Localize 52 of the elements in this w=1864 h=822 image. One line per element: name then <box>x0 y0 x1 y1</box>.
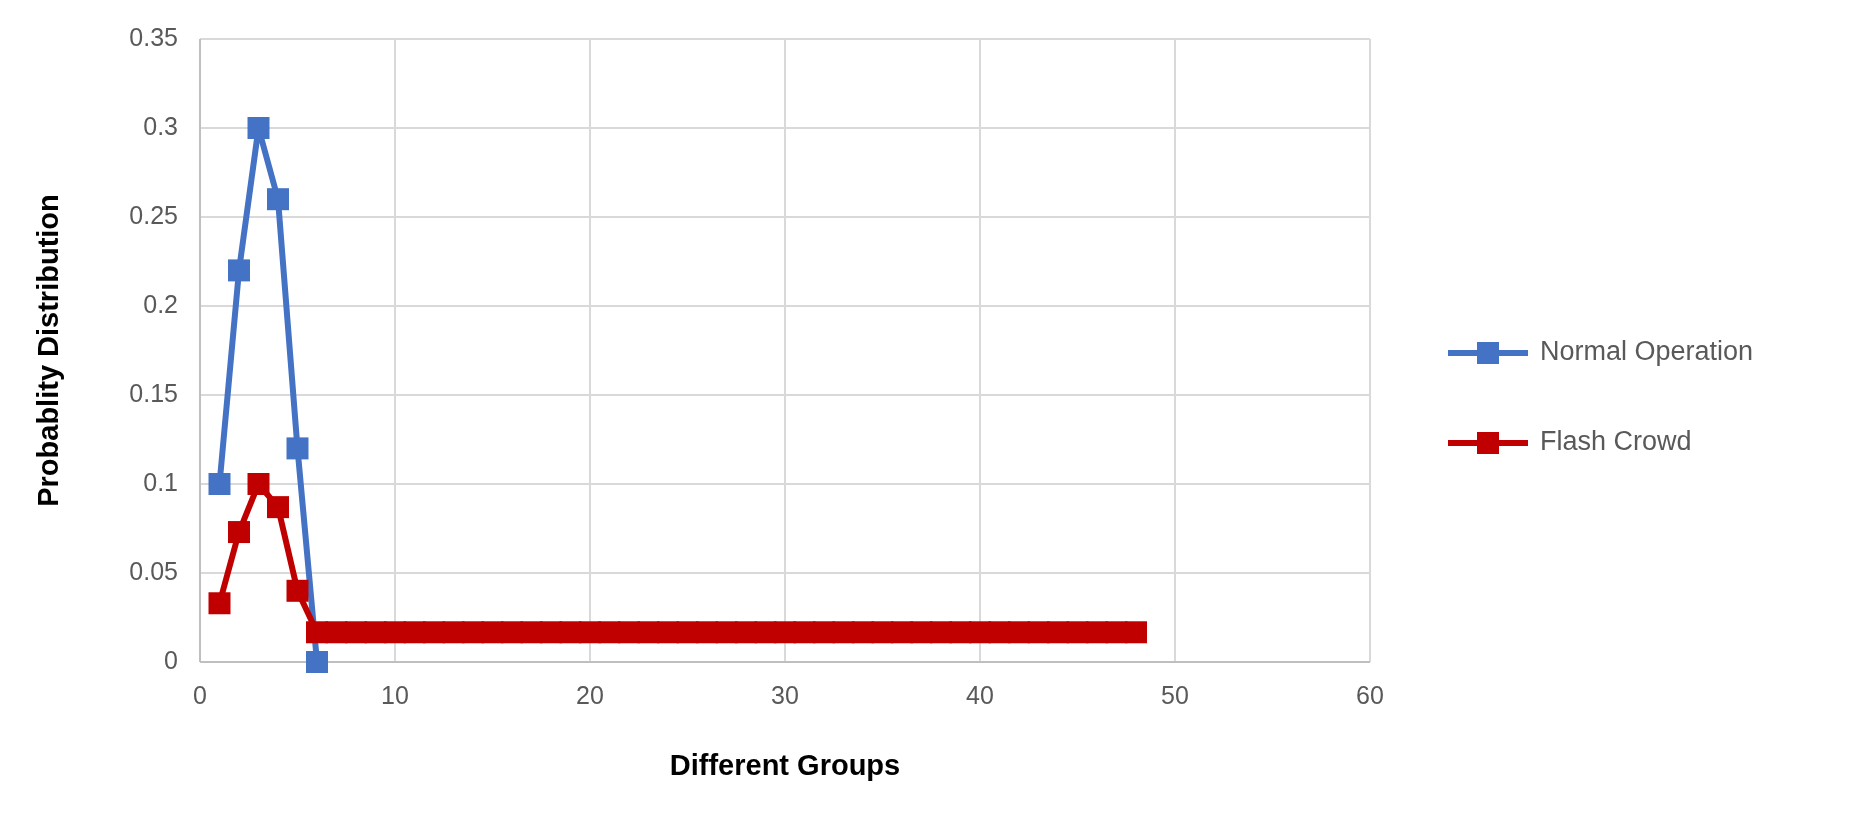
point <box>696 621 718 644</box>
point <box>306 651 328 673</box>
point <box>208 473 231 495</box>
point <box>774 621 796 644</box>
point <box>267 496 289 519</box>
point <box>618 621 640 644</box>
point <box>891 621 913 644</box>
point <box>1125 621 1147 644</box>
point <box>930 621 952 644</box>
y-tick-label: 0.3 <box>143 111 178 140</box>
point <box>228 521 250 544</box>
point <box>247 473 270 495</box>
point <box>1086 621 1108 644</box>
y-axis-title: Probablity Distribution <box>32 194 64 507</box>
point <box>1008 621 1030 644</box>
point <box>969 621 991 644</box>
point <box>657 621 679 644</box>
y-tick-label: 0 <box>164 645 178 674</box>
y-tick-label: 0.2 <box>143 289 178 318</box>
point <box>345 621 367 644</box>
point <box>286 579 309 602</box>
x-axis-title: Different Groups <box>669 749 901 781</box>
x-tick-label: 10 <box>381 681 409 709</box>
point <box>462 621 484 644</box>
point <box>228 259 250 282</box>
y-tick-label: 0.25 <box>129 200 178 229</box>
x-tick-label: 0 <box>193 681 207 709</box>
point <box>501 621 523 644</box>
point <box>540 621 562 644</box>
point <box>813 621 835 644</box>
x-tick-label: 30 <box>771 681 799 709</box>
legend-label: Normal Operation <box>1540 336 1754 367</box>
point <box>286 437 309 460</box>
point <box>579 621 601 644</box>
y-tick-label: 0.35 <box>129 22 178 51</box>
x-tick-label: 60 <box>1356 681 1384 709</box>
point <box>423 621 445 644</box>
point <box>247 117 270 139</box>
point <box>735 621 757 644</box>
y-tick-label: 0.05 <box>129 556 178 585</box>
point <box>306 621 328 644</box>
x-tick-label: 50 <box>1161 681 1189 709</box>
x-tick-label: 40 <box>966 681 994 709</box>
y-tick-label: 0.1 <box>143 467 178 496</box>
point <box>267 188 289 211</box>
legend-label: Flash Crowd <box>1540 426 1692 457</box>
y-tick-label: 0.15 <box>129 378 178 407</box>
point <box>852 621 874 644</box>
point <box>1047 621 1069 644</box>
point <box>208 592 231 615</box>
x-tick-label: 20 <box>576 681 604 709</box>
point <box>384 621 406 644</box>
